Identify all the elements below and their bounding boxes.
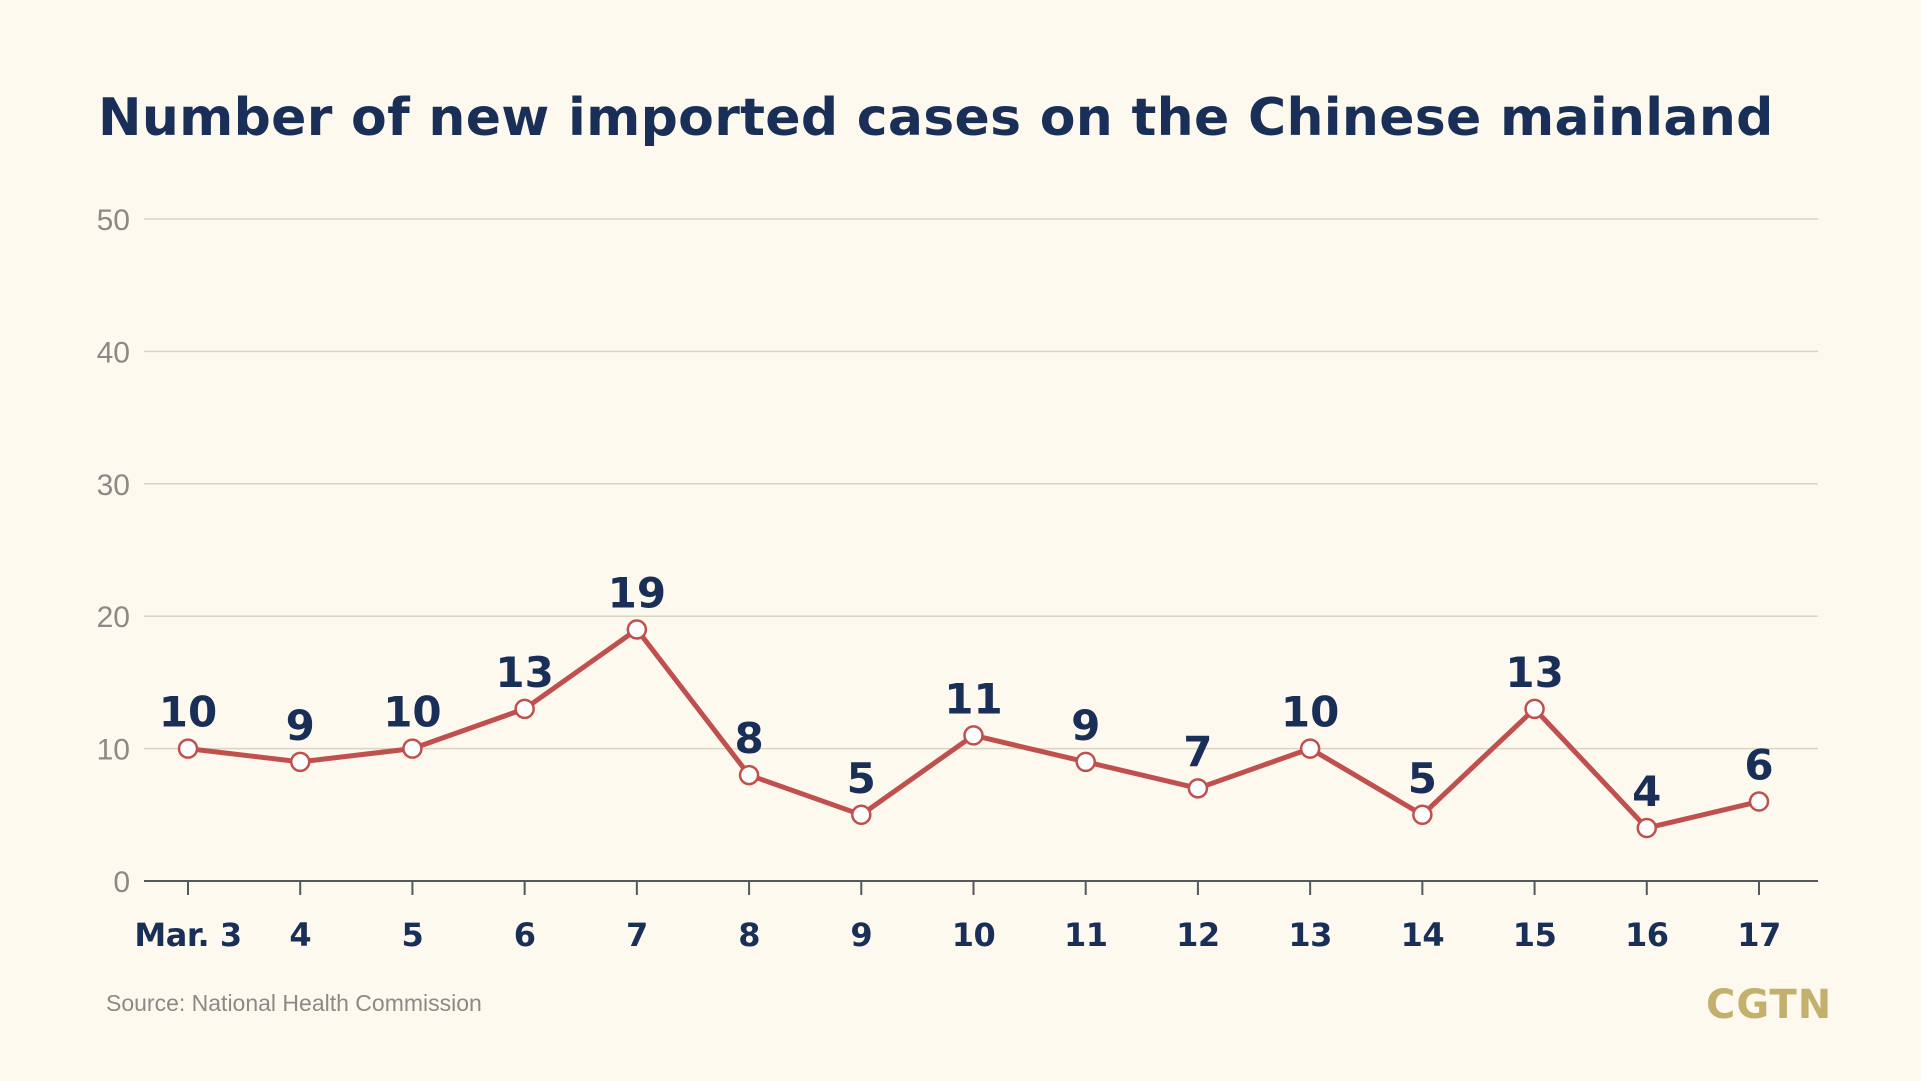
data-point	[402, 738, 423, 759]
y-tick-label-30: 30	[97, 469, 130, 502]
x-tick-label: 5	[402, 916, 424, 954]
x-tick-label: 9	[850, 916, 872, 954]
x-tick-label: 6	[514, 916, 536, 954]
x-tick-label: 17	[1737, 916, 1781, 954]
data-point	[1636, 817, 1658, 839]
data-point	[514, 698, 535, 720]
data-label: 11	[944, 674, 1002, 723]
data-point	[1412, 804, 1433, 826]
data-label: 13	[495, 648, 553, 697]
data-label: 10	[383, 688, 441, 737]
x-tick-label: 7	[626, 916, 648, 954]
grid-lines	[144, 218, 1818, 750]
data-point	[1524, 698, 1545, 720]
x-tick-label: 4	[289, 916, 311, 954]
data-point	[626, 619, 648, 640]
chart-title: Number of new imported cases on the Chin…	[98, 88, 1774, 148]
x-axis-tick-labels: Mar. 3 4 5 6 7 8 9 10 11 12 13 14 15 16 17	[134, 916, 1781, 954]
data-point	[738, 764, 760, 786]
data-labels: 10 9 10 13 19 8 5 11 9 7 10 5 13 4 6	[159, 568, 1774, 816]
source-note: Source: National Health Commission	[106, 990, 482, 1016]
data-point	[1075, 751, 1096, 773]
data-point	[1748, 791, 1770, 812]
x-tick-label: 10	[952, 916, 996, 954]
data-point	[1299, 738, 1321, 759]
y-tick-label-40: 40	[97, 336, 130, 369]
cgtn-logo: CGTN	[1706, 982, 1833, 1028]
data-label: 7	[1183, 727, 1212, 776]
data-label: 10	[159, 688, 217, 737]
data-label: 5	[847, 754, 876, 803]
x-tick-label: Mar. 3	[134, 916, 241, 954]
data-point	[1187, 778, 1209, 799]
y-tick-label-20: 20	[97, 601, 130, 634]
data-point	[289, 751, 311, 773]
x-tick-label: 11	[1064, 916, 1108, 954]
y-tick-label-50: 50	[97, 204, 130, 237]
data-point	[177, 738, 199, 759]
data-point	[851, 804, 872, 826]
x-tick-label: 13	[1288, 916, 1332, 954]
data-label: 9	[1071, 701, 1100, 750]
data-points	[177, 619, 1770, 839]
y-tick-label-0: 0	[113, 866, 130, 899]
x-tick-label: 16	[1625, 916, 1669, 954]
y-tick-label-10: 10	[97, 734, 130, 767]
x-tick-label: 14	[1401, 916, 1445, 954]
y-axis-tick-labels: 0 10 20 30 40 50	[97, 204, 130, 899]
data-label: 8	[734, 714, 763, 763]
data-label: 4	[1632, 767, 1661, 816]
x-tick-label: 8	[738, 916, 760, 954]
data-label: 6	[1744, 741, 1773, 790]
data-label: 5	[1408, 754, 1437, 803]
data-label: 10	[1281, 688, 1339, 737]
x-axis	[144, 880, 1818, 895]
x-tick-label: 12	[1176, 916, 1220, 954]
data-point	[963, 725, 984, 746]
data-label: 13	[1505, 648, 1563, 697]
data-label: 19	[608, 568, 666, 617]
data-label: 9	[286, 701, 315, 750]
x-tick-label: 15	[1513, 916, 1557, 954]
